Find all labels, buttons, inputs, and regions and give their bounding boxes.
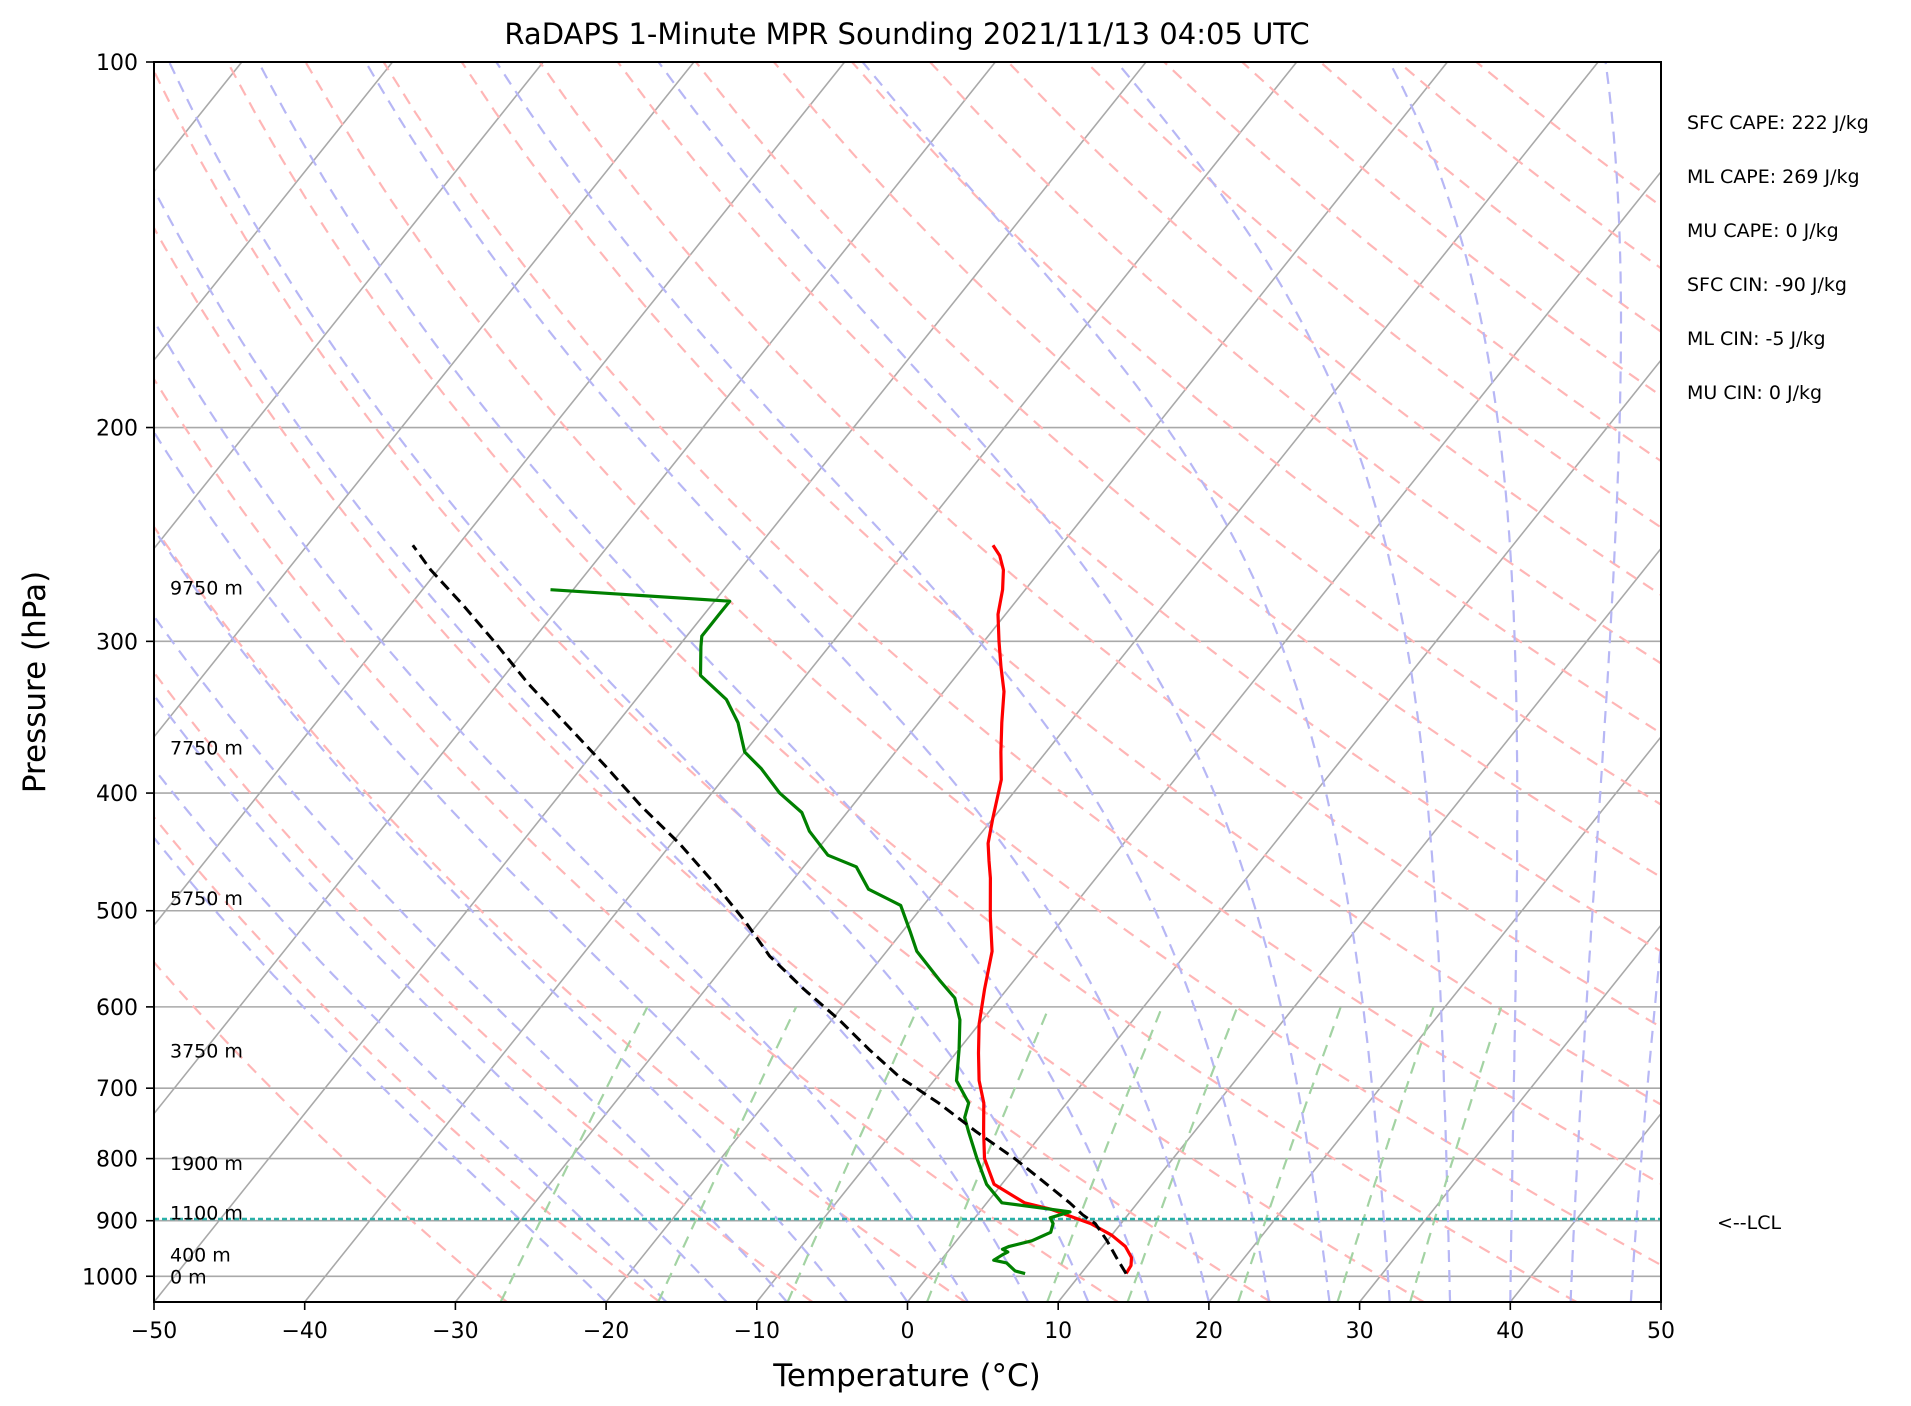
isotherm-line — [1358, 923, 1661, 1302]
isotherm-line — [454, 62, 1449, 1302]
moist-adiabat — [154, 767, 668, 1302]
x-tick-label: −20 — [583, 1319, 629, 1344]
x-tick-label: −10 — [734, 1319, 780, 1344]
height-label: 0 m — [170, 1266, 207, 1288]
mixing-ratio-line — [925, 1006, 1051, 1302]
y-axis-label: Pressure (hPa) — [17, 571, 53, 793]
x-tick-label: 0 — [901, 1319, 915, 1344]
dry-adiabat — [154, 377, 1119, 1302]
moist-adiabat — [154, 430, 909, 1302]
parcel-line — [411, 544, 1128, 1275]
height-label: 1100 m — [170, 1202, 243, 1224]
index-text: ML CIN: -5 J/kg — [1687, 328, 1826, 350]
mixing-ratio-line — [657, 1006, 798, 1302]
mixing-ratio-line — [1046, 1006, 1164, 1302]
x-tick-label: −40 — [281, 1319, 327, 1344]
y-tick-label: 100 — [96, 51, 138, 76]
dry-adiabat — [154, 670, 814, 1302]
height-label: 5750 m — [170, 888, 243, 910]
y-tick-label: 500 — [96, 900, 138, 925]
dry-adiabat — [382, 62, 1661, 1186]
mixing-ratio-line — [1336, 1006, 1435, 1302]
index-text: MU CIN: 0 J/kg — [1687, 382, 1822, 404]
x-axis-label: Temperature (°C) — [772, 1358, 1041, 1394]
dewpoint-line — [550, 588, 1072, 1276]
x-tick-label: 30 — [1346, 1319, 1374, 1344]
dry-adiabat — [154, 524, 966, 1302]
moist-adiabat — [257, 62, 1150, 1302]
height-label: 1900 m — [170, 1153, 243, 1175]
moist-adiabat — [154, 318, 969, 1302]
dry-adiabat — [538, 62, 1661, 1029]
temperature-line — [976, 544, 1134, 1275]
dry-adiabat — [154, 960, 508, 1302]
moist-adiabat — [1388, 62, 1519, 1302]
x-tick-label: 20 — [1195, 1319, 1223, 1344]
moist-adiabat — [1569, 62, 1623, 1302]
moist-adiabat — [495, 62, 1271, 1302]
height-label: 9750 m — [170, 578, 243, 600]
isotherm-line — [154, 62, 394, 362]
height-label: 400 m — [170, 1245, 231, 1267]
mixing-ratio-line — [1126, 1006, 1239, 1302]
isotherm-line — [154, 62, 846, 927]
mixing-ratio-line — [786, 1006, 920, 1302]
moist-adiabat — [168, 62, 1090, 1302]
moist-adiabat — [657, 62, 1331, 1302]
mixing-ratio-line — [1409, 1006, 1503, 1302]
x-tick-label: 40 — [1496, 1319, 1524, 1344]
mixing-ratio-line — [499, 1006, 649, 1302]
isotherm-line — [304, 62, 1298, 1302]
y-tick-label: 200 — [96, 417, 138, 442]
moist-adiabat — [1115, 62, 1452, 1302]
isotherm-line — [1208, 735, 1661, 1302]
y-tick-label: 800 — [96, 1148, 138, 1173]
y-tick-label: 300 — [96, 630, 138, 655]
dry-adiabat — [154, 225, 1272, 1302]
lcl-label: <--LCL — [1717, 1212, 1781, 1234]
moist-adiabat — [154, 836, 607, 1302]
isotherm-line — [154, 62, 544, 550]
moist-adiabat — [861, 62, 1391, 1302]
x-tick-label: 50 — [1647, 1319, 1675, 1344]
y-tick-label: 600 — [96, 996, 138, 1021]
dry-adiabat — [460, 62, 1661, 1106]
dry-adiabat — [616, 62, 1661, 953]
y-tick-label: 400 — [96, 782, 138, 807]
isotherm-line — [154, 62, 695, 739]
dry-adiabat — [694, 62, 1661, 879]
x-tick-label: −30 — [432, 1319, 478, 1344]
y-tick-label: 1000 — [82, 1265, 138, 1290]
moist-adiabat — [154, 614, 788, 1302]
x-tick-label: −50 — [131, 1319, 177, 1344]
y-tick-label: 900 — [96, 1210, 138, 1235]
isotherm-line — [756, 170, 1661, 1302]
dry-adiabat — [154, 68, 1425, 1302]
dry-adiabat — [929, 62, 1661, 665]
mixing-ratio-line — [1237, 1006, 1342, 1302]
isotherm-line — [154, 62, 996, 1115]
moist-adiabat — [154, 693, 728, 1302]
x-tick-label: 10 — [1044, 1319, 1072, 1344]
dry-adiabat — [1007, 62, 1661, 597]
chart-title: RaDAPS 1-Minute MPR Sounding 2021/11/13 … — [504, 17, 1309, 51]
height-label: 7750 m — [170, 738, 243, 760]
index-text: ML CAPE: 269 J/kg — [1687, 166, 1860, 188]
isotherm-line — [906, 358, 1661, 1302]
isotherm-line — [605, 62, 1599, 1302]
y-tick-label: 700 — [96, 1077, 138, 1102]
index-text: SFC CIN: -90 J/kg — [1687, 274, 1847, 296]
isotherm-line — [154, 62, 1147, 1302]
moist-adiabat — [364, 62, 1210, 1302]
height-label: 3750 m — [170, 1041, 243, 1063]
index-text: MU CAPE: 0 J/kg — [1687, 220, 1839, 242]
index-text: SFC CAPE: 222 J/kg — [1687, 112, 1869, 134]
moist-adiabat — [1629, 934, 1661, 1302]
